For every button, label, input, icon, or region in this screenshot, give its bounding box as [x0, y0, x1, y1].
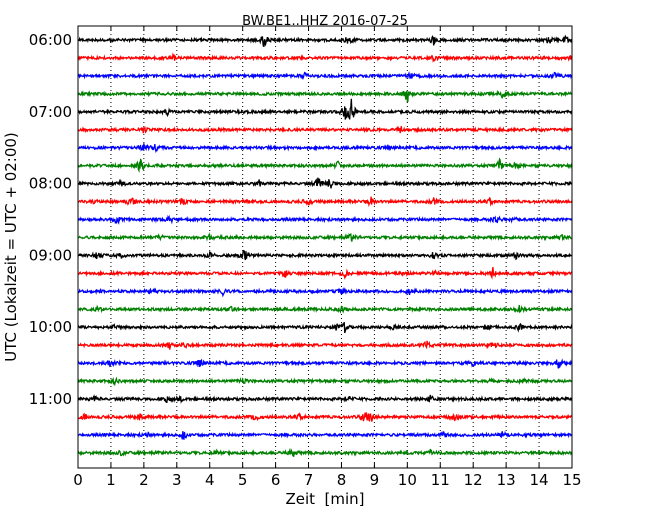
y-axis-label: UTC (Lokalzeit = UTC + 02:00)	[2, 132, 20, 362]
trace-line	[77, 89, 573, 103]
x-axis-ticks: 0 1 2 3 4 5 6 7 8 9 10 11 12 13 14 15	[73, 26, 582, 489]
x-tick-label: 6	[271, 471, 281, 489]
x-tick-label: 5	[238, 471, 248, 489]
x-tick-label: 9	[370, 471, 380, 489]
x-tick-label: 13	[497, 471, 516, 489]
trace-line	[77, 52, 573, 63]
vertical-grid	[110, 26, 540, 468]
chart-title: BW.BE1..HHZ 2016-07-25	[242, 14, 408, 29]
trace-line	[77, 157, 573, 173]
trace-line	[77, 376, 573, 387]
trace-line	[77, 304, 573, 314]
y-tick-label: 07:00	[29, 103, 72, 121]
x-tick-label: 15	[562, 471, 581, 489]
trace-line	[77, 447, 573, 457]
trace-line	[77, 394, 573, 404]
trace-line	[77, 321, 573, 334]
trace-line	[77, 125, 573, 134]
trace-line	[77, 340, 573, 350]
trace-line	[77, 430, 573, 440]
trace-line	[77, 412, 573, 422]
trace-line	[77, 266, 573, 281]
trace-line	[77, 231, 573, 242]
trace-line	[77, 71, 573, 81]
y-tick-label: 11:00	[29, 390, 72, 408]
y-tick-label: 09:00	[29, 246, 72, 264]
x-tick-label: 4	[205, 471, 215, 489]
x-tick-label: 14	[530, 471, 549, 489]
x-tick-label: 12	[464, 471, 483, 489]
x-tick-label: 8	[337, 471, 347, 489]
trace-line	[77, 34, 573, 48]
x-tick-label: 3	[172, 471, 182, 489]
x-tick-label: 1	[106, 471, 116, 489]
x-tick-label: 7	[304, 471, 314, 489]
trace-line	[77, 249, 573, 261]
trace-line	[77, 214, 573, 225]
x-tick-label: 10	[398, 471, 417, 489]
y-tick-label: 06:00	[29, 31, 72, 49]
x-tick-label: 11	[431, 471, 450, 489]
trace-line	[77, 143, 573, 154]
trace-line	[77, 196, 573, 208]
trace-line	[77, 358, 573, 369]
x-tick-label: 2	[139, 471, 149, 489]
x-tick-label: 0	[73, 471, 83, 489]
trace-line	[77, 98, 573, 120]
trace-line	[77, 177, 573, 189]
y-tick-label: 08:00	[29, 175, 72, 193]
y-tick-label: 10:00	[29, 318, 72, 336]
trace-line	[77, 286, 573, 298]
y-axis-ticks: 06:00 07:00 08:00 09:00 10:00 11:00	[29, 31, 572, 408]
x-axis-label: Zeit [min]	[285, 490, 364, 508]
plot-frame	[77, 25, 573, 469]
trace-group	[77, 34, 573, 457]
